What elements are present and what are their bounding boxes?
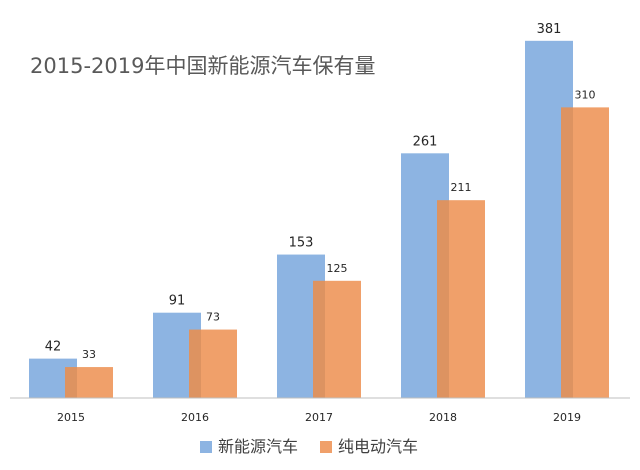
data-label-新能源汽车-2017: 153 [289,236,314,251]
bar-纯电动汽车-2015 [65,367,113,398]
x-tick-2018: 2018 [429,411,457,424]
legend-swatch-1 [320,441,332,453]
bar-纯电动汽车-2019 [561,107,609,398]
data-label-新能源汽车-2015: 42 [45,340,62,355]
legend-label-0: 新能源汽车 [218,437,298,456]
bar-overlap-shade-2017 [313,280,325,398]
legend-label-1: 纯电动汽车 [338,437,418,456]
bar-overlap-shade-2018 [437,200,449,398]
data-label-新能源汽车-2016: 91 [169,294,186,309]
x-tick-2017: 2017 [305,411,333,424]
data-label-纯电动汽车-2017: 125 [327,262,348,275]
legend-swatch-0 [200,441,212,453]
data-label-纯电动汽车-2019: 310 [575,88,596,101]
bar-overlap-shade-2015 [65,367,77,398]
data-label-纯电动汽车-2018: 211 [451,181,472,194]
x-tick-2016: 2016 [181,411,209,424]
x-tick-labels: 2015 2016 2017 2018 2019 [57,411,581,424]
bar-overlap-shade-2019 [561,107,573,398]
data-label-纯电动汽车-2016: 73 [206,311,220,324]
data-label-纯电动汽车-2015: 33 [82,348,96,361]
x-tick-2015: 2015 [57,411,85,424]
data-label-新能源汽车-2018: 261 [413,134,438,149]
bar-overlap-shade-2016 [189,329,201,398]
bar-纯电动汽车-2016 [189,329,237,398]
chart-title: 2015-2019年中国新能源汽车保有量 [30,54,375,78]
data-label-新能源汽车-2019: 381 [537,22,562,37]
legend: 新能源汽车 纯电动汽车 [200,437,418,456]
bars: 42 33 91 73 153 125 261 211 381 310 [29,22,609,398]
x-tick-2019: 2019 [553,411,581,424]
bar-纯电动汽车-2017 [313,280,361,398]
bar-纯电动汽车-2018 [437,200,485,398]
